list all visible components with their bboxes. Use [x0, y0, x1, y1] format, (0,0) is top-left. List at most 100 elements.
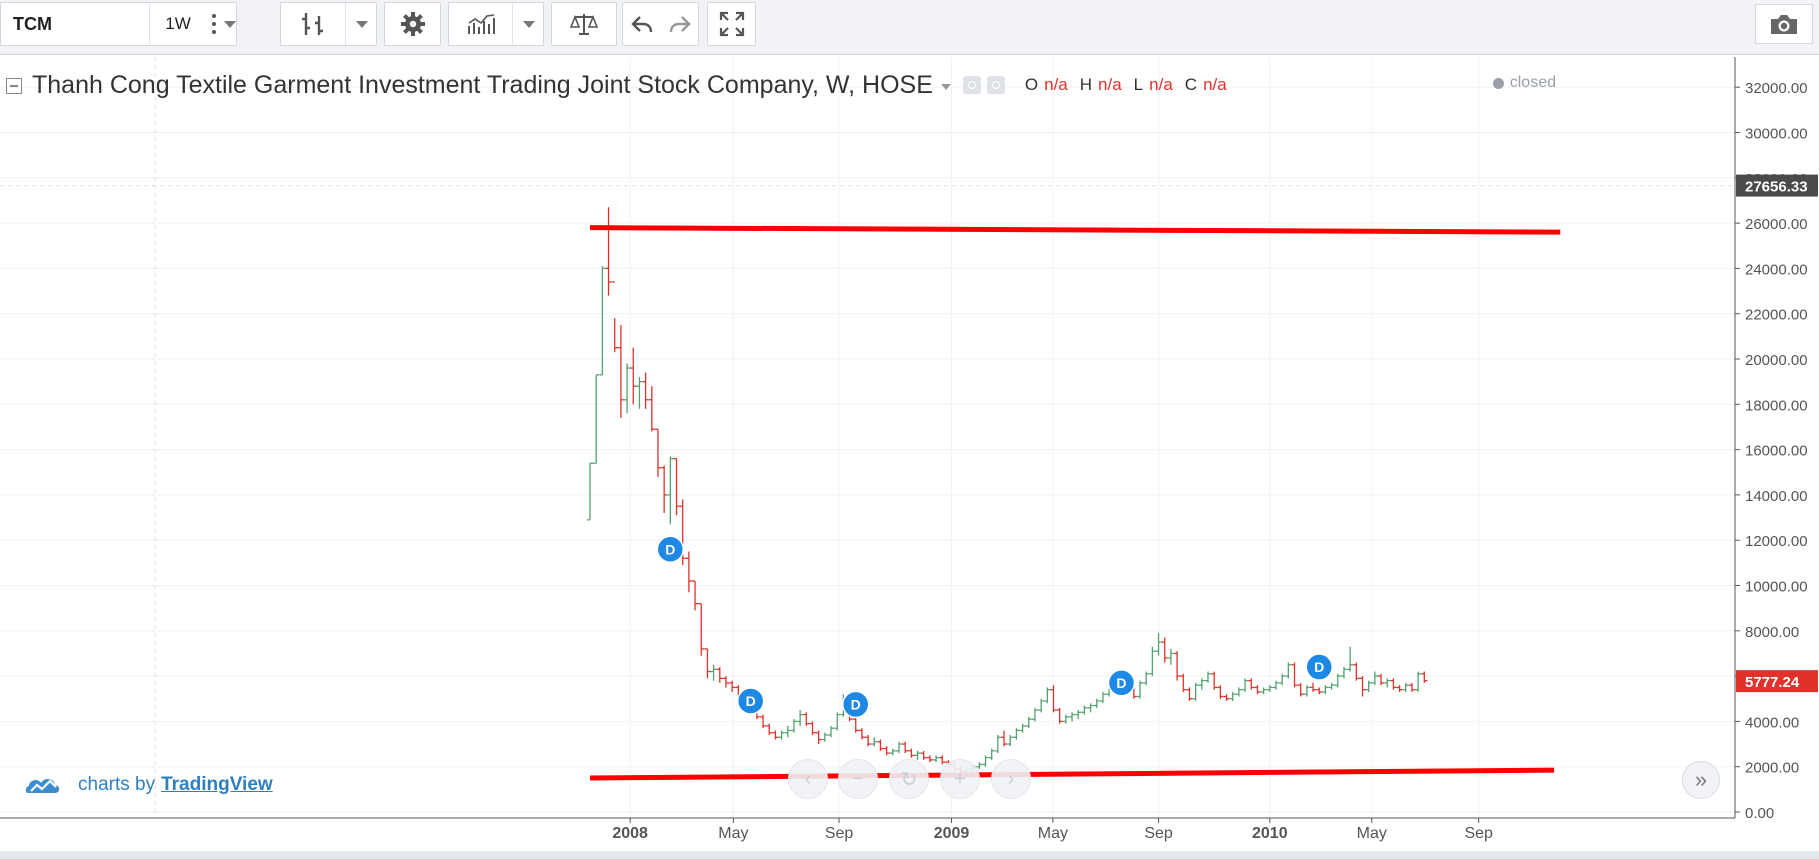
reset-icon: ↻	[900, 768, 918, 791]
time-tick-label: May	[1038, 825, 1068, 842]
ohlc-bar	[599, 266, 606, 376]
ohlc-bar	[1340, 667, 1347, 679]
ohlc-bar	[865, 734, 872, 747]
ohlc-bar	[1328, 682, 1335, 690]
tradingview-link[interactable]: TradingView	[161, 774, 273, 795]
price-tick-label: 0.00	[1745, 805, 1774, 822]
zoom-out-button[interactable]: −	[838, 759, 878, 799]
bars-style-icon[interactable]	[281, 3, 345, 45]
chevron-down-icon[interactable]	[513, 3, 544, 45]
ohlc-bar	[871, 737, 878, 747]
ohlc-bar	[1371, 671, 1378, 686]
ohlc-bar	[673, 458, 680, 516]
ohlc-bar	[766, 723, 773, 735]
ohlc-bar	[1279, 673, 1286, 686]
ohlc-bar	[642, 372, 649, 409]
settings-button[interactable]	[384, 2, 441, 46]
price-tick-label: 32000.00	[1745, 80, 1808, 97]
ohlc-bar	[1013, 728, 1020, 740]
ohlc-bar	[587, 462, 593, 521]
ohlc-bar	[1272, 680, 1279, 690]
scroll-right-button[interactable]: ›	[991, 759, 1031, 799]
scroll-left-button[interactable]: ‹	[788, 759, 828, 799]
ohlc-bar	[593, 374, 600, 464]
dividend-marker	[1305, 653, 1333, 681]
time-tick-label: Sep	[825, 825, 854, 842]
dividend-marker	[656, 535, 685, 564]
ohlc-bar	[1384, 678, 1391, 688]
fullscreen-button[interactable]	[707, 2, 756, 46]
price-tick-label: 14000.00	[1745, 488, 1808, 505]
ohlc-bar	[834, 712, 841, 731]
ohlc-bar	[1291, 662, 1298, 688]
ohlc-bar	[1223, 694, 1230, 702]
zoom-in-button[interactable]: +	[940, 759, 980, 799]
visibility-icon[interactable]	[962, 76, 981, 94]
ohlc-bar	[1408, 682, 1415, 692]
undo-redo-group	[622, 2, 699, 46]
ohlc-bar	[1174, 651, 1181, 681]
symbol-input[interactable]: TCM	[13, 13, 52, 34]
minus-icon: −	[852, 767, 864, 790]
ohlc-bar	[896, 741, 902, 754]
ohlc-bar	[778, 730, 785, 740]
ohlc-bar	[1322, 685, 1329, 695]
price-tick-label: 22000.00	[1745, 307, 1808, 324]
ohlc-bar	[1007, 734, 1014, 747]
time-tick-label: 2010	[1252, 825, 1288, 842]
ohlc-bar	[852, 716, 859, 733]
open-value: n/a	[1044, 75, 1068, 94]
ohlc-bar	[1396, 685, 1403, 692]
ohlc-bar	[698, 602, 705, 656]
price-tick-label: 10000.00	[1745, 579, 1808, 596]
trendline	[589, 767, 1555, 781]
dividend-marker-label: D	[665, 541, 675, 557]
chevron-down-icon[interactable]	[346, 3, 377, 45]
ohlc-bar	[1044, 687, 1051, 704]
more-intervals-icon[interactable]	[206, 3, 222, 45]
compare-button[interactable]	[551, 2, 617, 46]
fullscreen-icon[interactable]	[708, 3, 755, 45]
redo-icon[interactable]	[661, 3, 699, 45]
ohlc-bar	[704, 648, 711, 679]
ohlc-bar	[605, 207, 612, 296]
tradingview-branding[interactable]: charts by TradingView	[24, 773, 273, 797]
gear-icon[interactable]	[385, 3, 440, 45]
settings-icon[interactable]	[986, 76, 1005, 94]
undo-icon[interactable]	[623, 3, 661, 45]
compare-icon[interactable]	[552, 3, 616, 45]
ohlc-bar	[809, 721, 816, 735]
price-tick-label: 30000.00	[1745, 126, 1808, 143]
ohlc-bar	[1198, 678, 1205, 690]
go-to-realtime-button[interactable]: »	[1682, 761, 1720, 799]
last-price-label: 5777.24	[1745, 674, 1800, 691]
time-tick-label: Sep	[1144, 825, 1173, 842]
camera-button[interactable]	[1755, 4, 1813, 44]
ohlc-bar	[1316, 687, 1323, 695]
interval-button[interactable]: 1W	[165, 14, 191, 33]
ohlc-bar	[914, 750, 921, 760]
reset-chart-button[interactable]: ↻	[889, 759, 929, 799]
chevron-down-icon[interactable]	[940, 84, 951, 90]
price-tick-label: 24000.00	[1745, 261, 1808, 278]
ohlc-bar	[1050, 685, 1057, 713]
legend-collapse-icon[interactable]	[6, 78, 22, 94]
double-chevron-right-icon: »	[1694, 767, 1708, 792]
crosshair-price-label: 27656.33	[1745, 179, 1808, 196]
ohlc-bar	[902, 741, 909, 754]
time-axis: 2008 May Sep 2009 May Sep 2010 May Sep	[0, 817, 1819, 859]
chevron-down-icon[interactable]	[222, 3, 238, 45]
top-toolbar: TCM 1W	[0, 0, 1819, 55]
ohlc-bar	[821, 732, 828, 742]
ohlc-bar	[1378, 673, 1385, 686]
ohlc-bar	[1056, 707, 1063, 724]
high-label: H	[1079, 75, 1093, 94]
dividend-marker-label: D	[746, 693, 756, 709]
indicators-icon[interactable]	[449, 3, 512, 45]
dividend-marker-label: D	[1314, 659, 1324, 675]
chevron-left-icon: ‹	[804, 767, 812, 790]
ohlc-bar	[611, 281, 618, 353]
ohlc-bar	[1038, 698, 1045, 713]
ohlc-bar	[988, 748, 995, 760]
